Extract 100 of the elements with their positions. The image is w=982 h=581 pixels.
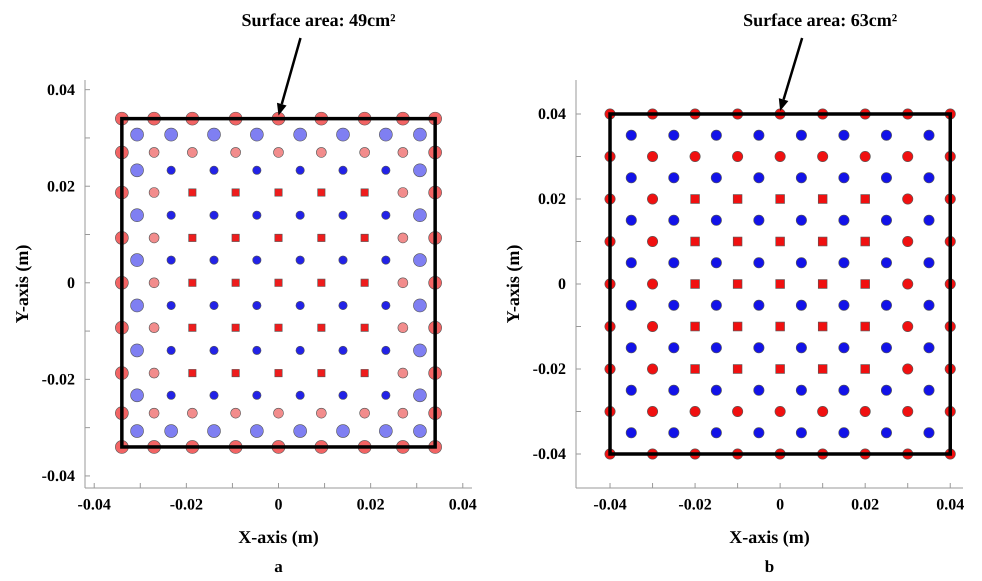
point bbox=[166, 300, 176, 310]
point bbox=[232, 188, 240, 196]
y-tick-label: -0.02 bbox=[42, 371, 75, 388]
point bbox=[775, 279, 785, 289]
point bbox=[232, 369, 240, 378]
text: a bbox=[274, 557, 284, 576]
point bbox=[296, 210, 305, 220]
point bbox=[166, 346, 176, 355]
point bbox=[775, 364, 785, 374]
point bbox=[317, 188, 326, 196]
point bbox=[860, 151, 871, 162]
point bbox=[232, 234, 240, 242]
point bbox=[775, 236, 785, 246]
point bbox=[252, 166, 262, 175]
point bbox=[338, 166, 348, 175]
point bbox=[250, 424, 264, 438]
point bbox=[732, 151, 744, 162]
point bbox=[381, 346, 390, 355]
point bbox=[274, 324, 282, 332]
point bbox=[902, 236, 914, 247]
point bbox=[166, 166, 176, 175]
point bbox=[647, 194, 658, 204]
point bbox=[188, 278, 196, 287]
point bbox=[148, 322, 160, 333]
y-tick-label: 0.04 bbox=[538, 106, 566, 124]
point bbox=[130, 208, 144, 222]
text: Surface area: 63cm² bbox=[743, 10, 898, 30]
point bbox=[293, 128, 307, 142]
point bbox=[148, 408, 160, 418]
y-tick-label: 0.02 bbox=[538, 191, 566, 208]
point bbox=[296, 300, 305, 310]
point bbox=[252, 390, 262, 400]
point bbox=[860, 194, 870, 204]
point bbox=[187, 147, 198, 158]
point bbox=[273, 408, 284, 418]
point bbox=[250, 128, 264, 142]
point bbox=[818, 236, 828, 246]
y-tick-label: 0 bbox=[67, 274, 75, 292]
point bbox=[164, 128, 178, 142]
y-axis-title: Y-axis (m) bbox=[12, 244, 32, 324]
point bbox=[398, 368, 408, 378]
point bbox=[902, 406, 914, 417]
point bbox=[398, 278, 408, 288]
y-tick-label: 0.04 bbox=[47, 82, 75, 99]
point bbox=[860, 364, 870, 374]
point bbox=[207, 424, 221, 438]
point bbox=[210, 300, 218, 310]
y-tick-label: -0.02 bbox=[532, 361, 566, 378]
x-axis-title: X-axis (m) bbox=[238, 527, 319, 547]
text: b bbox=[764, 557, 774, 576]
point bbox=[413, 298, 427, 312]
point bbox=[732, 279, 742, 289]
point bbox=[296, 166, 305, 175]
point bbox=[381, 166, 390, 175]
point bbox=[336, 128, 350, 142]
point bbox=[148, 232, 160, 244]
point bbox=[188, 369, 196, 378]
point bbox=[274, 188, 282, 196]
y-tick-label: -0.04 bbox=[532, 446, 566, 464]
text: Surface area: 49cm² bbox=[241, 10, 396, 30]
point bbox=[130, 388, 144, 402]
point bbox=[817, 151, 828, 162]
point bbox=[360, 324, 369, 332]
point bbox=[232, 324, 240, 332]
point bbox=[164, 424, 178, 438]
point bbox=[690, 236, 700, 246]
point bbox=[274, 278, 282, 287]
point bbox=[148, 278, 160, 288]
point bbox=[338, 300, 348, 310]
point bbox=[647, 236, 658, 247]
point bbox=[317, 369, 326, 378]
point bbox=[360, 234, 369, 242]
point bbox=[647, 364, 658, 374]
point bbox=[166, 390, 176, 400]
point bbox=[207, 128, 221, 142]
point bbox=[647, 321, 658, 332]
point bbox=[413, 164, 427, 178]
point bbox=[166, 210, 176, 220]
point bbox=[902, 364, 914, 374]
point bbox=[398, 187, 408, 198]
point bbox=[188, 188, 196, 196]
point bbox=[336, 424, 350, 438]
point bbox=[732, 406, 744, 417]
point bbox=[647, 406, 658, 417]
point bbox=[775, 194, 785, 204]
x-tick-label: 0.02 bbox=[356, 496, 385, 514]
point bbox=[210, 256, 218, 265]
point bbox=[818, 279, 828, 289]
point bbox=[413, 253, 427, 267]
point bbox=[860, 279, 870, 289]
point bbox=[252, 300, 262, 310]
point bbox=[902, 278, 914, 290]
y-axis-title: Y-axis (m) bbox=[503, 244, 523, 324]
point bbox=[188, 324, 196, 332]
point bbox=[398, 232, 408, 244]
point bbox=[316, 408, 327, 418]
point bbox=[148, 368, 160, 378]
point bbox=[690, 322, 700, 332]
point bbox=[210, 210, 218, 220]
point bbox=[252, 210, 262, 220]
